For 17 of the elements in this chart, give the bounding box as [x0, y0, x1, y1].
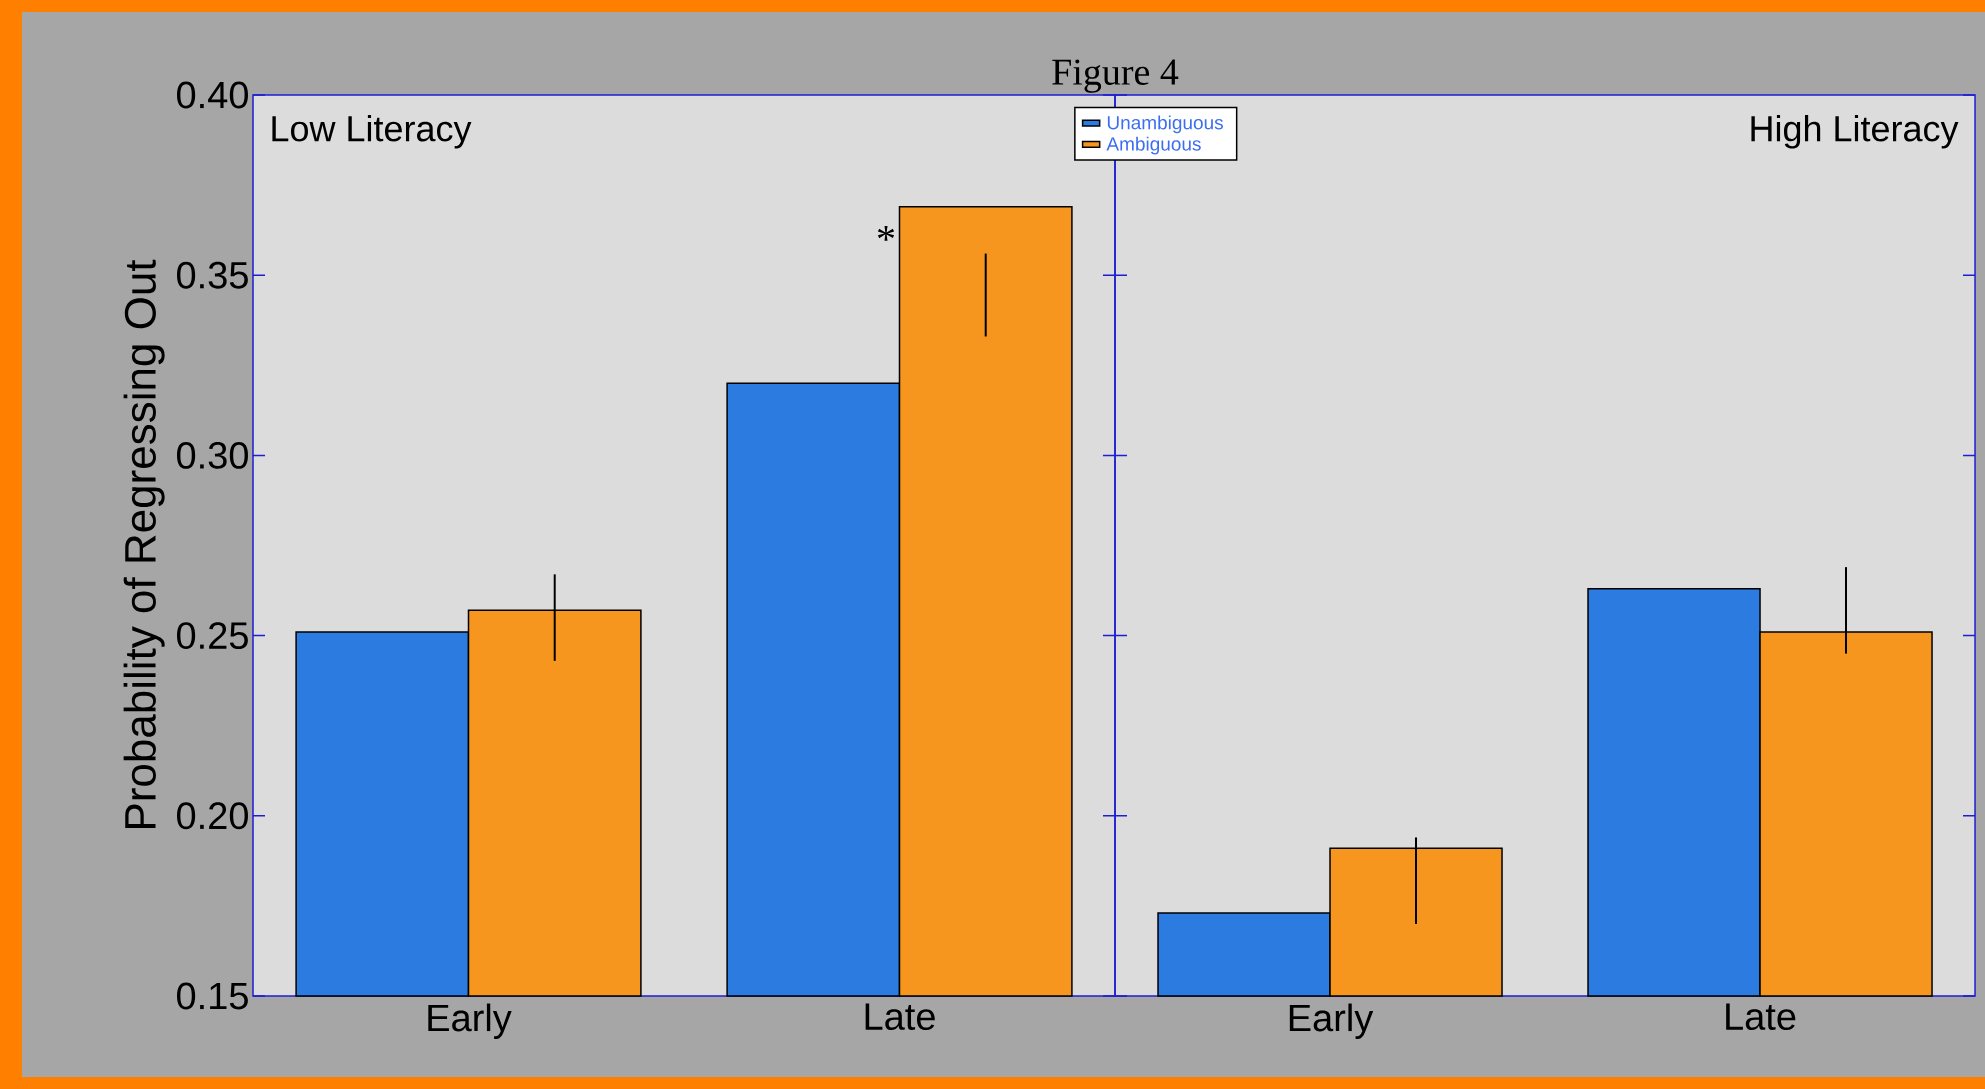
text: Low Literacy: [272, 115, 472, 149]
y-tick-label: 0.30: [177, 441, 248, 469]
y-axis-title: Probability of Regressing Out: [123, 259, 165, 829]
y-tick-label: 0.20: [177, 802, 248, 830]
legend-label: Ambiguous: [1106, 136, 1201, 155]
x-tick-label: Late: [1726, 1003, 1796, 1031]
y-tick-label: 0.25: [177, 622, 248, 650]
caption: Figure 4: [1052, 59, 1179, 93]
annotation: *: [877, 226, 895, 241]
y-tick-label: 0.35: [177, 261, 248, 289]
x-tick-label: Early: [428, 1003, 512, 1039]
x-tick-label: Early: [1289, 1003, 1374, 1039]
y-tick-label: 0.15: [177, 982, 248, 1010]
legend-label: Unambiguous: [1107, 115, 1223, 134]
x-tick-label: Late: [865, 1003, 935, 1031]
text: High Literacy: [1751, 115, 1959, 149]
y-tick-label: 0.40: [177, 81, 248, 109]
